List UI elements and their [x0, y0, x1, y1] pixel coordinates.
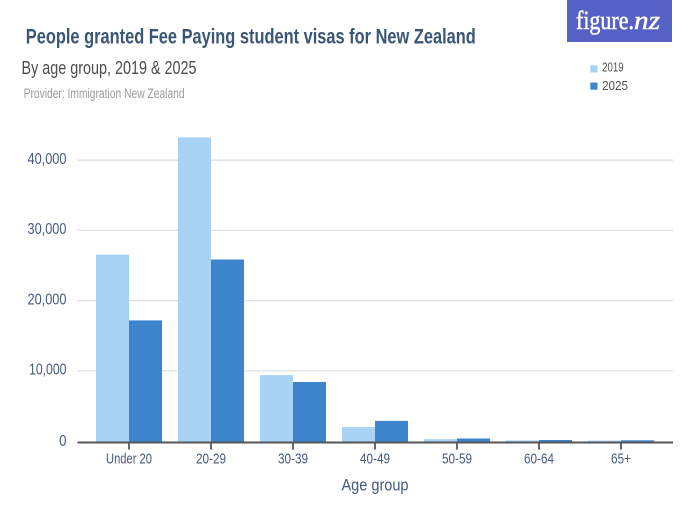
svg-text:figure.: figure.: [576, 6, 634, 35]
svg-text:2025: 2025: [602, 78, 628, 93]
svg-text:10,000: 10,000: [29, 362, 67, 379]
svg-text:People granted Fee Paying stud: People granted Fee Paying student visas …: [26, 24, 476, 48]
svg-text:Under 20: Under 20: [106, 451, 152, 468]
svg-text:30,000: 30,000: [28, 221, 67, 238]
svg-text:20,000: 20,000: [28, 291, 67, 308]
svg-text:Provider: Immigration New Zeal: Provider: Immigration New Zealand: [24, 86, 185, 101]
svg-text:50-59: 50-59: [442, 451, 472, 468]
svg-text:65+: 65+: [611, 451, 631, 468]
svg-text:30-39: 30-39: [278, 451, 308, 468]
svg-text:60-64: 60-64: [524, 451, 554, 468]
svg-text:0: 0: [59, 433, 66, 450]
svg-text:20-29: 20-29: [196, 451, 226, 468]
svg-text:nz: nz: [634, 6, 660, 35]
svg-text:40,000: 40,000: [28, 151, 67, 168]
svg-text:Age group: Age group: [342, 476, 409, 495]
svg-text:By age group, 2019 & 2025: By age group, 2019 & 2025: [22, 58, 197, 78]
svg-text:2019: 2019: [602, 60, 624, 75]
svg-text:40-49: 40-49: [360, 451, 390, 468]
